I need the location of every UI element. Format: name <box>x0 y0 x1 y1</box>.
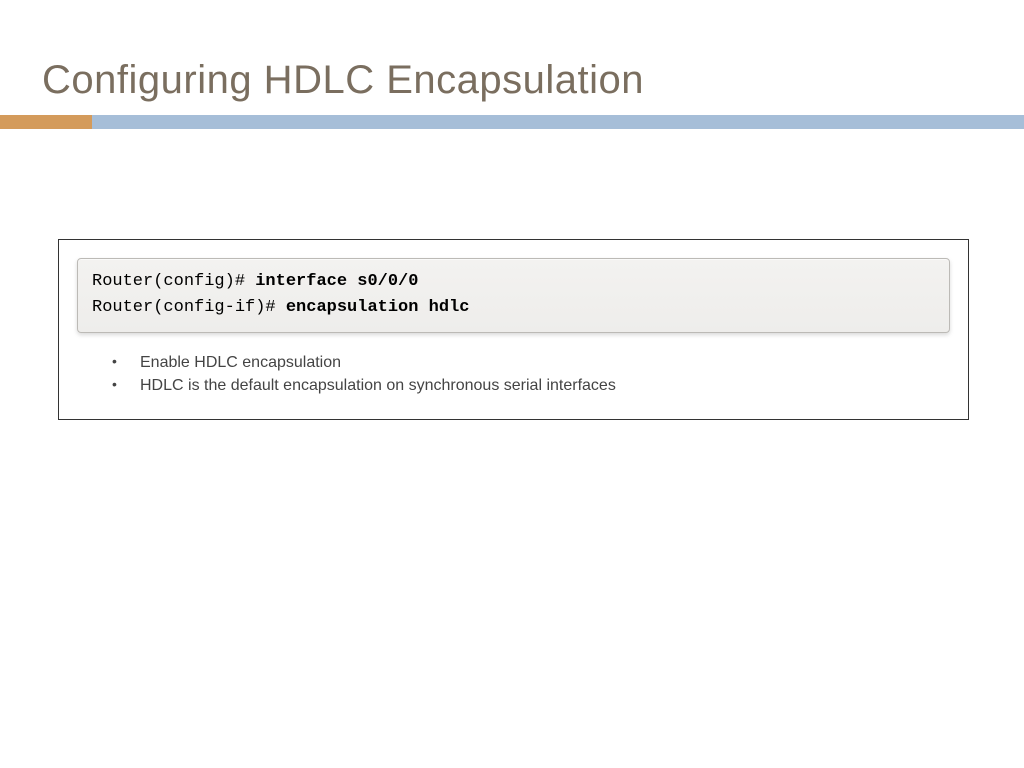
bullet-list: Enable HDLC encapsulation HDLC is the de… <box>77 351 950 397</box>
terminal-prompt-2: Router(config-if)# <box>92 298 286 317</box>
terminal-box: Router(config)# interface s0/0/0 Router(… <box>77 258 950 333</box>
divider-accent-blue <box>92 115 1024 129</box>
slide-title: Configuring HDLC Encapsulation <box>0 0 1024 115</box>
divider-accent-orange <box>0 115 92 129</box>
content-box: Router(config)# interface s0/0/0 Router(… <box>58 239 969 420</box>
terminal-line-2: Router(config-if)# encapsulation hdlc <box>92 295 935 321</box>
divider-bar <box>0 115 1024 129</box>
list-item: Enable HDLC encapsulation <box>112 351 950 374</box>
terminal-prompt-1: Router(config)# <box>92 272 255 291</box>
terminal-command-2: encapsulation hdlc <box>286 298 470 317</box>
terminal-command-1: interface s0/0/0 <box>255 272 418 291</box>
terminal-line-1: Router(config)# interface s0/0/0 <box>92 269 935 295</box>
list-item: HDLC is the default encapsulation on syn… <box>112 374 950 397</box>
